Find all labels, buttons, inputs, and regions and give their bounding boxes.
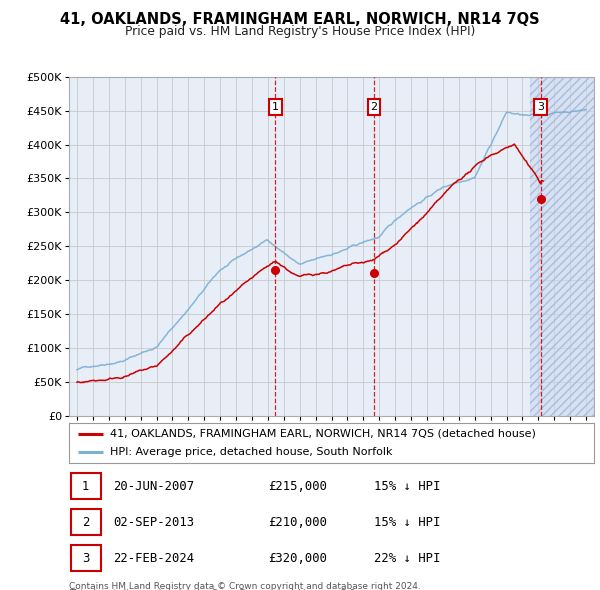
- Text: 20-JUN-2007: 20-JUN-2007: [113, 480, 195, 493]
- Text: 2: 2: [370, 102, 377, 112]
- Text: Price paid vs. HM Land Registry's House Price Index (HPI): Price paid vs. HM Land Registry's House …: [125, 25, 475, 38]
- Text: 02-SEP-2013: 02-SEP-2013: [113, 516, 195, 529]
- FancyBboxPatch shape: [71, 509, 101, 535]
- Text: 22-FEB-2024: 22-FEB-2024: [113, 552, 195, 565]
- Text: This data is licensed under the Open Government Licence v3.0.: This data is licensed under the Open Gov…: [69, 589, 358, 590]
- Text: 15% ↓ HPI: 15% ↓ HPI: [373, 516, 440, 529]
- Text: 1: 1: [82, 480, 89, 493]
- Text: 3: 3: [82, 552, 89, 565]
- FancyBboxPatch shape: [71, 473, 101, 499]
- Text: 41, OAKLANDS, FRAMINGHAM EARL, NORWICH, NR14 7QS: 41, OAKLANDS, FRAMINGHAM EARL, NORWICH, …: [60, 12, 540, 27]
- Text: 3: 3: [537, 102, 544, 112]
- FancyBboxPatch shape: [71, 545, 101, 571]
- Text: 41, OAKLANDS, FRAMINGHAM EARL, NORWICH, NR14 7QS (detached house): 41, OAKLANDS, FRAMINGHAM EARL, NORWICH, …: [110, 429, 536, 439]
- Text: HPI: Average price, detached house, South Norfolk: HPI: Average price, detached house, Sout…: [110, 447, 392, 457]
- Text: 1: 1: [272, 102, 279, 112]
- Text: 15% ↓ HPI: 15% ↓ HPI: [373, 480, 440, 493]
- Text: £215,000: £215,000: [269, 480, 328, 493]
- Text: £210,000: £210,000: [269, 516, 328, 529]
- Text: Contains HM Land Registry data © Crown copyright and database right 2024.: Contains HM Land Registry data © Crown c…: [69, 582, 421, 590]
- Bar: [530, 77, 594, 416]
- Text: 22% ↓ HPI: 22% ↓ HPI: [373, 552, 440, 565]
- Bar: [530, 77, 594, 416]
- Text: 2: 2: [82, 516, 89, 529]
- Text: £320,000: £320,000: [269, 552, 328, 565]
